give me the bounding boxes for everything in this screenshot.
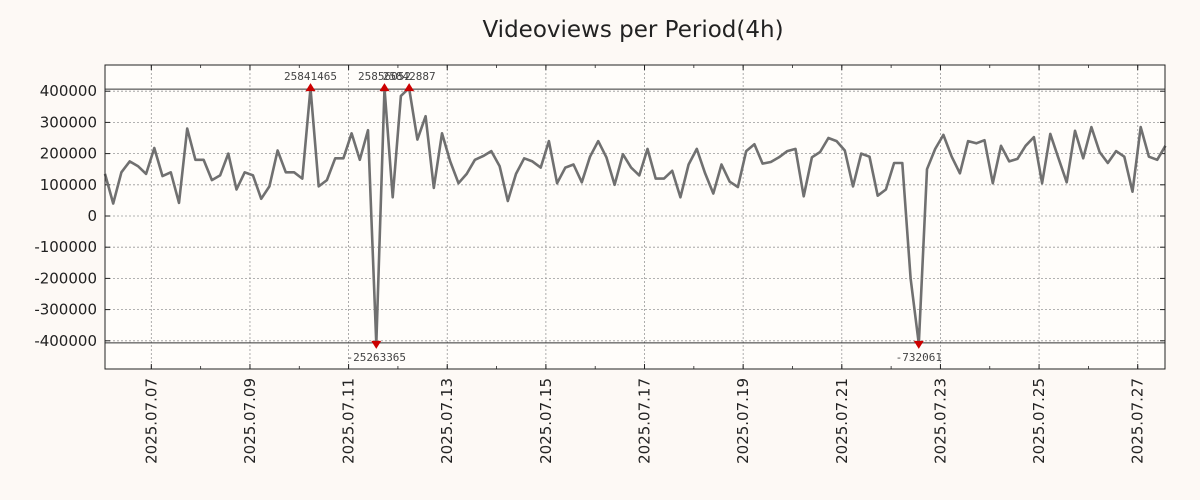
- outlier-marker: [913, 340, 924, 349]
- y-tick-label: -300000: [34, 301, 97, 319]
- outlier-marker: [305, 83, 316, 92]
- y-tick-label: -100000: [34, 238, 97, 256]
- x-tick-label: 2025.07.15: [537, 378, 555, 464]
- x-tick-label: 2025.07.19: [734, 378, 752, 464]
- plot-area: 400000 300000 200000 100000 0 -100000 -200000 -…: [34, 64, 1167, 464]
- outlier-marker: [371, 340, 382, 349]
- y-tick-label: -400000: [34, 332, 97, 350]
- outlier-label: -25263365: [346, 351, 406, 364]
- x-tick-label: 2025.07.25: [1030, 378, 1048, 464]
- chart-title: Videoviews per Period(4h): [482, 17, 783, 43]
- y-tick-label: -200000: [34, 269, 97, 287]
- x-tick-label: 2025.07.17: [636, 378, 654, 464]
- y-tick-label: 100000: [40, 176, 97, 194]
- x-tick-label: 2025.07.23: [931, 378, 949, 464]
- series-line: [103, 86, 1167, 346]
- outlier-label: -732061: [896, 351, 942, 364]
- plot-frame: [104, 64, 1166, 370]
- outlier-marker: [379, 83, 390, 92]
- outlier-label: 25856052: [358, 70, 411, 83]
- outlier-label: 25842887: [383, 70, 436, 83]
- x-tick-label: 2025.07.27: [1129, 378, 1147, 464]
- y-tick-label: 0: [87, 207, 97, 225]
- x-tick-label: 2025.07.21: [833, 378, 851, 464]
- x-tick-label: 2025.07.11: [340, 378, 358, 464]
- outlier-label: 25841465: [284, 70, 337, 83]
- x-tick-label: 2025.07.13: [438, 378, 456, 464]
- x-tick-label: 2025.07.07: [142, 378, 160, 464]
- y-tick-label: 200000: [40, 145, 97, 163]
- x-tick-label: 2025.07.09: [241, 378, 259, 464]
- outlier-marker: [404, 83, 415, 92]
- y-tick-label: 300000: [40, 113, 97, 131]
- y-tick-label: 400000: [40, 82, 97, 100]
- plot-background: [105, 65, 1165, 369]
